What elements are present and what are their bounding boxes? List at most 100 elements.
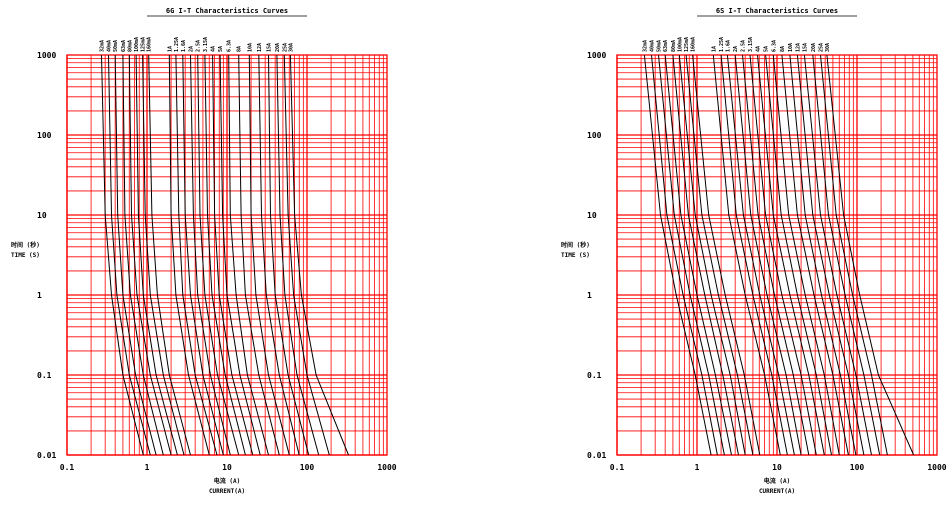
series-line	[672, 54, 739, 456]
grid	[616, 54, 938, 456]
series-label: 3.15A	[748, 37, 754, 52]
x-tick-label: 0.1	[610, 463, 625, 472]
series-line	[168, 54, 210, 456]
series-line	[114, 54, 157, 456]
y-tick-label: 100	[37, 131, 52, 140]
series-label: 12A	[257, 43, 263, 52]
series-label: 100mA	[134, 37, 140, 52]
series-label: 30A	[288, 43, 294, 52]
y-tick-label: 100	[587, 131, 602, 140]
series-label: 8A	[237, 46, 243, 52]
series-label: 32mA	[100, 40, 106, 52]
series-line	[749, 54, 817, 456]
series-label: 10A	[788, 43, 794, 52]
series-line	[258, 54, 300, 456]
series-line	[135, 54, 178, 456]
series-label: 20A	[275, 43, 281, 52]
series-label: 15A	[802, 43, 808, 52]
chart-title: 6S I-T Characteristics Curves	[716, 7, 838, 15]
series-line	[742, 54, 810, 456]
y-tick-label: 1	[587, 291, 592, 300]
series-label: 10A	[247, 43, 253, 52]
series-label: 80mA	[127, 40, 133, 52]
x-axis-label-cn: 电流 (A)	[764, 477, 790, 485]
y-tick-label: 1000	[37, 51, 56, 60]
series-line	[276, 54, 320, 456]
series-label: 80mA	[671, 40, 677, 52]
series-label: 1.25A	[719, 37, 725, 52]
series-line	[204, 54, 246, 456]
series-label: 32mA	[642, 40, 648, 52]
x-tick-label: 10	[222, 463, 232, 472]
y-tick-label: 0.1	[37, 371, 52, 380]
x-tick-label: 0.1	[60, 463, 75, 472]
curves: 32mA 40mA 50mA 63mA 80mA 100mA 125mA 160mA 1A 1.2…	[100, 37, 349, 456]
x-tick-label: 1000	[927, 463, 946, 472]
series-line	[796, 54, 865, 456]
chart-title: 6G I-T Characteristics Curves	[166, 7, 288, 15]
y-tick-label: 1000	[587, 51, 606, 60]
series-line	[197, 54, 240, 456]
series-label: 4A	[755, 46, 761, 52]
x-tick-label: 1000	[377, 463, 396, 472]
series-line	[781, 54, 849, 456]
x-tick-label: 1	[145, 463, 150, 472]
series-label: 5A	[218, 46, 224, 52]
series-line	[803, 54, 872, 456]
y-tick-label: 10	[37, 211, 47, 220]
series-line	[765, 54, 832, 456]
series-label: 50mA	[656, 40, 662, 52]
series-label: 1.6A	[725, 40, 731, 52]
series-label: 63mA	[663, 40, 669, 52]
series-label: 4A	[211, 46, 217, 52]
curves: 32mA 40mA 50mA 63mA 80mA 100mA 125mA 160mA 1A 1.2…	[642, 37, 915, 456]
series-label: 25A	[819, 43, 825, 52]
series-label: 125mA	[141, 37, 147, 52]
y-axis-label-cn: 时间 (秒)	[561, 241, 590, 249]
series-label: 25A	[282, 43, 288, 52]
series-line	[268, 54, 310, 456]
y-tick-label: 0.1	[587, 371, 602, 380]
series-label: 2.5A	[740, 40, 746, 52]
series-line	[122, 54, 164, 456]
series-line	[142, 54, 185, 456]
series-line	[658, 54, 725, 456]
series-line	[651, 54, 718, 456]
series-line	[643, 54, 712, 456]
x-axis-label: CURRENT(A)	[209, 488, 245, 495]
series-label: 40mA	[650, 40, 656, 52]
series-line	[664, 54, 732, 456]
series-label: 1.6A	[181, 40, 187, 52]
x-tick-label: 100	[850, 463, 865, 472]
series-line	[148, 54, 191, 456]
series-label: 5A	[764, 46, 770, 52]
series-line	[128, 54, 172, 456]
series-label: 160mA	[147, 37, 153, 52]
series-line	[692, 54, 761, 456]
series-line	[757, 54, 825, 456]
series-line	[826, 54, 915, 456]
chart-6g: 6G I-T Characteristics Curves 0.01 0.1 1 10 1…	[11, 7, 397, 495]
y-tick-label: 10	[587, 211, 597, 220]
series-label: 2.5A	[196, 40, 202, 52]
series-line	[678, 54, 746, 456]
series-label: 2A	[189, 46, 195, 52]
series-line	[182, 54, 224, 456]
grid	[66, 54, 388, 456]
y-tick-label: 0.01	[587, 451, 606, 460]
series-line	[720, 54, 788, 456]
series-line	[101, 54, 144, 456]
y-axis-label: TIME (S)	[561, 252, 590, 259]
series-label: 125mA	[684, 37, 690, 52]
series-label: 3.15A	[203, 37, 209, 52]
series-label: 1.25A	[174, 37, 180, 52]
series-line	[712, 54, 781, 456]
y-tick-label: 0.01	[37, 451, 56, 460]
series-line	[289, 54, 349, 456]
x-tick-label: 10	[772, 463, 782, 472]
series-line	[820, 54, 888, 456]
series-line	[248, 54, 290, 456]
series-line	[685, 54, 754, 456]
